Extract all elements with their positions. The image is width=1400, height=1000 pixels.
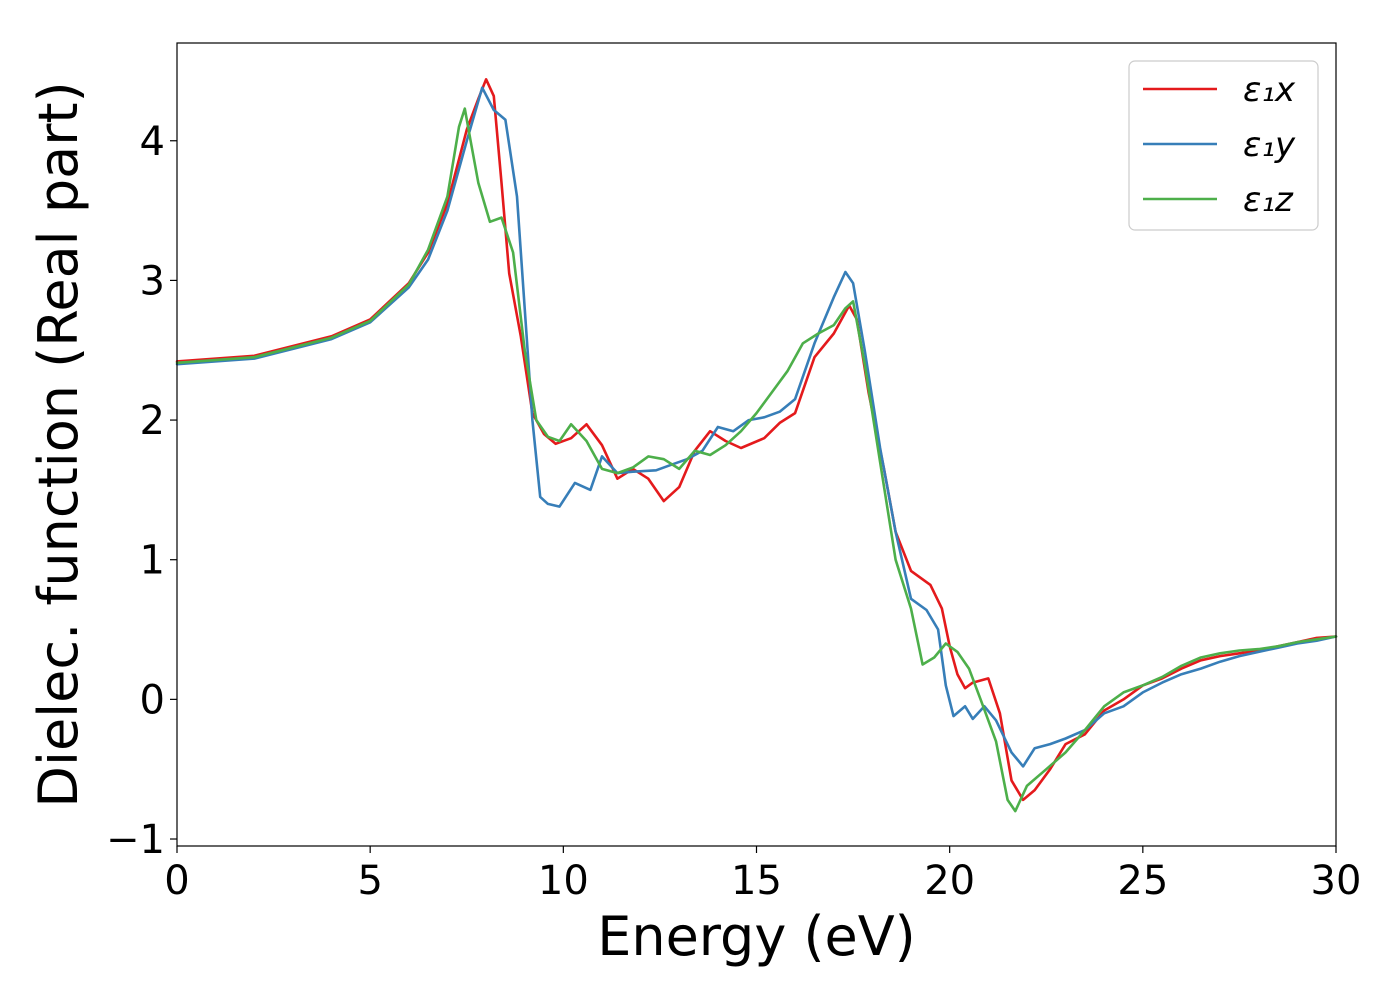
legend-box	[1128, 60, 1319, 231]
x-axis-title: Energy (eV)	[597, 905, 916, 968]
x-tick-label: 25	[1117, 858, 1168, 904]
y-tick-label: 4	[140, 119, 165, 165]
y-tick-label: 2	[140, 398, 165, 444]
x-tick-label: 15	[731, 858, 782, 904]
x-tick-label: 20	[924, 858, 975, 904]
y-tick-label: 3	[140, 258, 165, 304]
x-tick-label: 0	[164, 858, 189, 904]
y-axis: −1 0 1 2 3 4	[106, 119, 177, 863]
legend-label: ε₁z	[1243, 180, 1294, 220]
y-tick-label: 0	[140, 677, 165, 723]
x-axis: 0 5 10 15 20 25 30	[164, 846, 1361, 904]
x-tick-label: 30	[1311, 858, 1362, 904]
x-tick-label: 10	[538, 858, 589, 904]
series-layer	[175, 78, 1338, 813]
legend-label: ε₁x	[1243, 70, 1296, 110]
legend: ε₁x ε₁y ε₁z	[1128, 60, 1319, 231]
y-tick-label: −1	[106, 817, 165, 863]
series-line-3	[175, 107, 1338, 813]
series-line-1	[175, 78, 1338, 802]
legend-label: ε₁y	[1243, 125, 1296, 165]
y-axis-title: Dielec. function (Real part)	[27, 81, 90, 807]
x-tick-label: 5	[357, 858, 382, 904]
y-tick-label: 1	[140, 538, 165, 584]
series-line-2	[175, 86, 1338, 768]
